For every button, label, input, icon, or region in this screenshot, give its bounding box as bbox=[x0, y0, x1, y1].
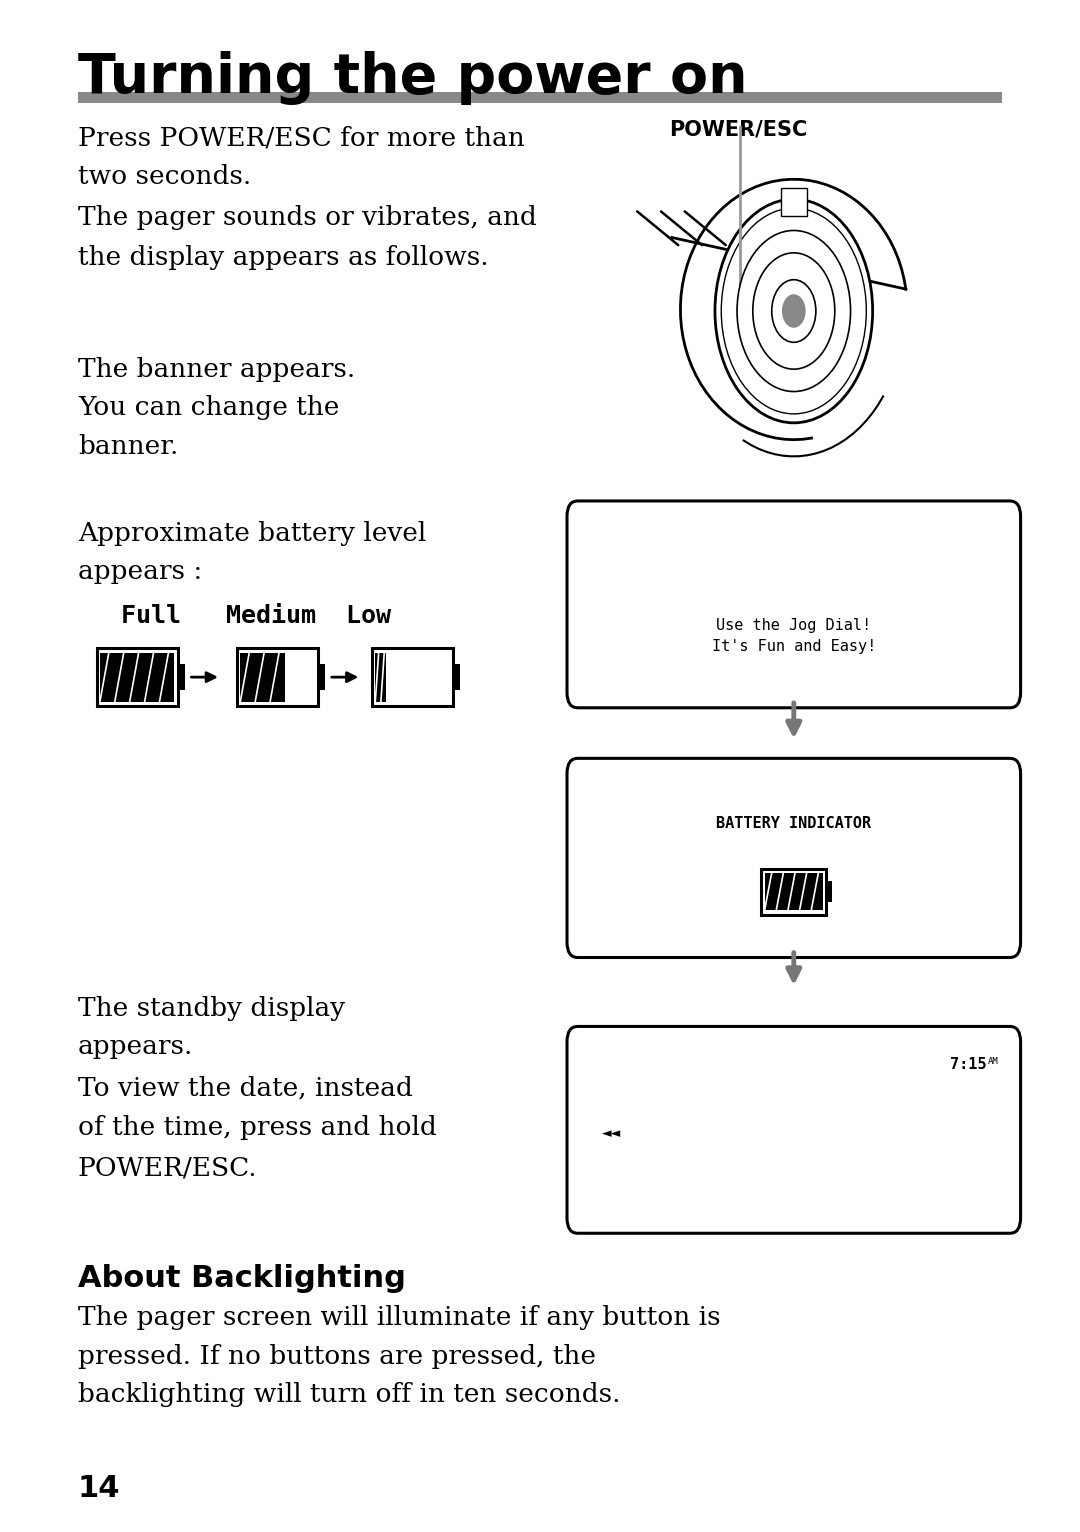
Text: pressed. If no buttons are pressed, the: pressed. If no buttons are pressed, the bbox=[78, 1344, 596, 1368]
FancyBboxPatch shape bbox=[781, 188, 807, 216]
Circle shape bbox=[753, 253, 835, 369]
Text: appears.: appears. bbox=[78, 1034, 193, 1059]
Text: banner.: banner. bbox=[78, 434, 178, 458]
Bar bbox=[241, 653, 285, 702]
Text: appears :: appears : bbox=[78, 559, 202, 584]
Text: AM: AM bbox=[988, 1057, 999, 1066]
Text: The banner appears.: The banner appears. bbox=[78, 357, 355, 381]
FancyBboxPatch shape bbox=[567, 501, 1021, 708]
Text: backlighting will turn off in ten seconds.: backlighting will turn off in ten second… bbox=[78, 1382, 620, 1406]
Text: ◄◄: ◄◄ bbox=[602, 1128, 621, 1140]
Bar bbox=[765, 873, 823, 910]
Bar bbox=[100, 653, 175, 702]
Text: The pager screen will illuminate if any button is: The pager screen will illuminate if any … bbox=[78, 1305, 720, 1330]
Circle shape bbox=[772, 280, 815, 342]
Text: Use the Jog Dial!
It's Fun and Easy!: Use the Jog Dial! It's Fun and Easy! bbox=[712, 619, 876, 654]
Text: The pager sounds or vibrates, and: The pager sounds or vibrates, and bbox=[78, 205, 537, 230]
Text: POWER/ESC.: POWER/ESC. bbox=[78, 1155, 257, 1180]
FancyBboxPatch shape bbox=[567, 758, 1021, 958]
Circle shape bbox=[715, 199, 873, 423]
Text: two seconds.: two seconds. bbox=[78, 164, 251, 188]
Bar bbox=[826, 881, 832, 902]
FancyBboxPatch shape bbox=[78, 92, 1002, 103]
FancyBboxPatch shape bbox=[567, 1026, 1021, 1233]
Bar bbox=[238, 648, 319, 706]
Bar bbox=[319, 663, 325, 691]
Text: POWER/ESC: POWER/ESC bbox=[670, 119, 808, 139]
Bar bbox=[454, 663, 460, 691]
Bar bbox=[177, 663, 185, 691]
Text: About Backlighting: About Backlighting bbox=[78, 1264, 406, 1293]
Text: To view the date, instead: To view the date, instead bbox=[78, 1075, 413, 1100]
Bar bbox=[373, 648, 454, 706]
Text: BATTERY INDICATOR: BATTERY INDICATOR bbox=[716, 815, 872, 830]
Bar bbox=[761, 869, 826, 915]
Text: Turning the power on: Turning the power on bbox=[78, 51, 747, 104]
Text: Press POWER/ESC for more than: Press POWER/ESC for more than bbox=[78, 126, 525, 150]
Text: Approximate battery level: Approximate battery level bbox=[78, 521, 426, 545]
Bar bbox=[376, 653, 387, 702]
Text: You can change the: You can change the bbox=[78, 395, 339, 420]
Circle shape bbox=[782, 294, 806, 328]
Text: 7:15: 7:15 bbox=[949, 1057, 986, 1072]
Text: The standby display: The standby display bbox=[78, 996, 345, 1020]
Text: 14: 14 bbox=[78, 1474, 120, 1503]
Circle shape bbox=[721, 208, 866, 414]
Bar bbox=[97, 648, 177, 706]
Text: the display appears as follows.: the display appears as follows. bbox=[78, 245, 488, 270]
Text: of the time, press and hold: of the time, press and hold bbox=[78, 1115, 436, 1140]
Text: Full   Medium  Low: Full Medium Low bbox=[121, 604, 391, 628]
Circle shape bbox=[737, 230, 851, 392]
